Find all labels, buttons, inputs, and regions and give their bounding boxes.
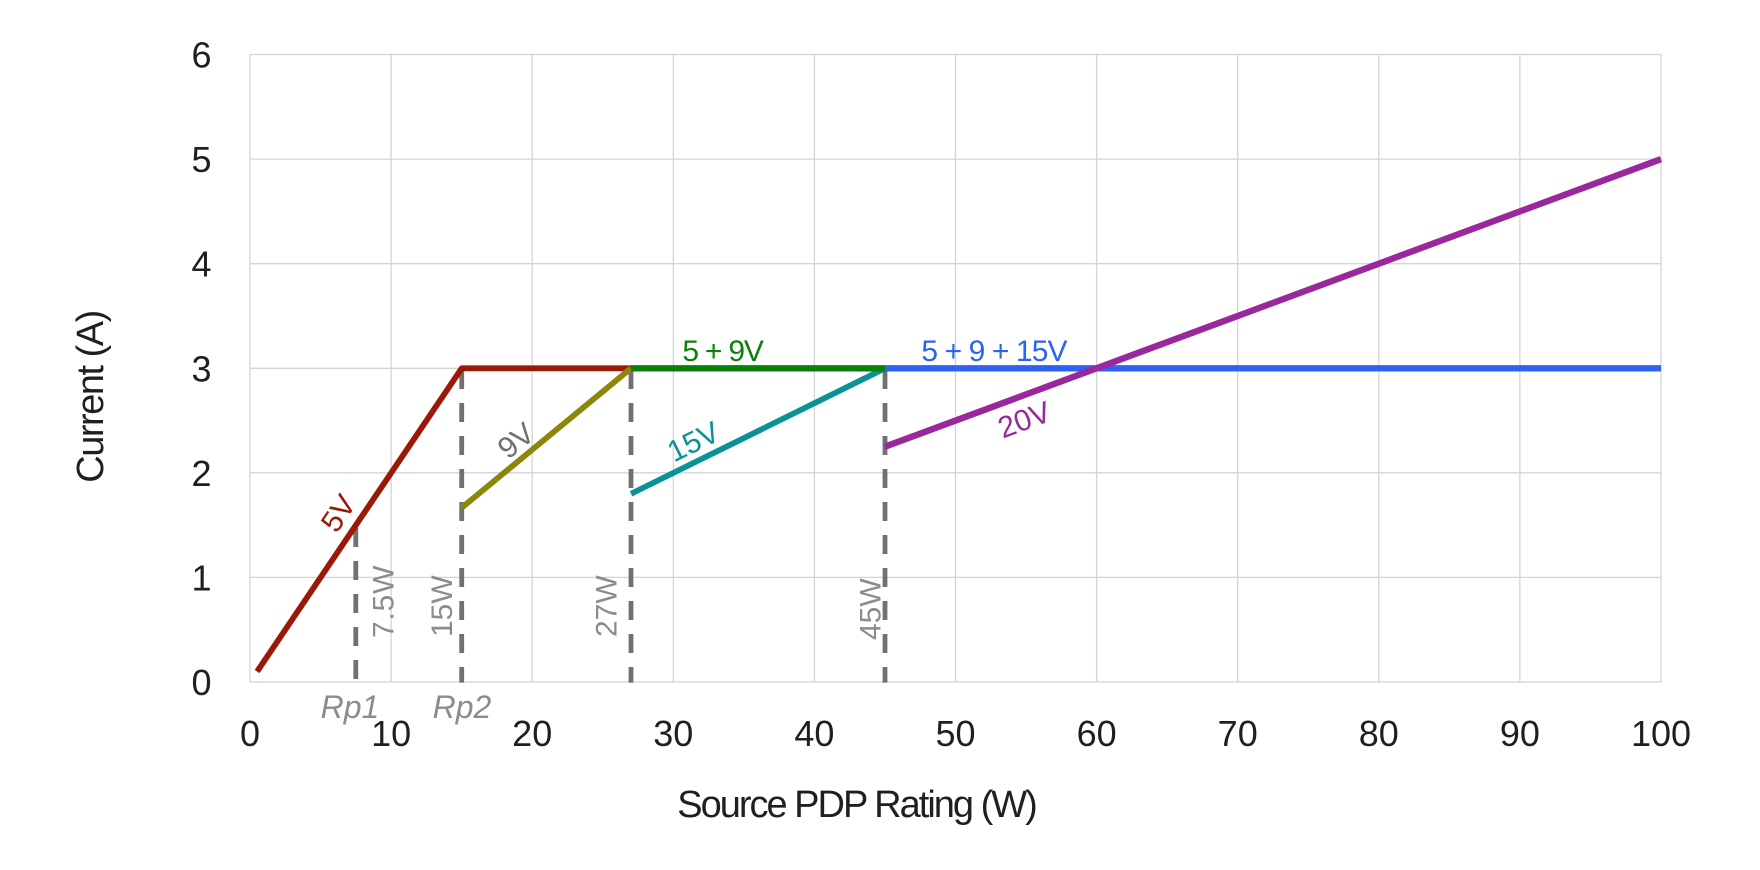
svg-text:9V: 9V: [492, 417, 541, 466]
svg-text:7.5W: 7.5W: [368, 565, 401, 638]
svg-text:Rp2: Rp2: [433, 689, 492, 725]
svg-text:10: 10: [371, 713, 411, 754]
svg-text:1: 1: [191, 557, 211, 598]
svg-text:30: 30: [653, 713, 693, 754]
svg-text:Current (A): Current (A): [70, 311, 112, 482]
svg-text:60: 60: [1077, 713, 1117, 754]
svg-text:Source PDP Rating (W): Source PDP Rating (W): [677, 784, 1036, 826]
svg-text:20: 20: [512, 713, 552, 754]
svg-text:40: 40: [794, 713, 834, 754]
svg-text:45W: 45W: [855, 578, 888, 640]
svg-text:Rp1: Rp1: [321, 689, 380, 725]
svg-text:0: 0: [191, 662, 211, 703]
svg-text:15W: 15W: [426, 575, 459, 637]
svg-text:3: 3: [191, 348, 211, 389]
svg-text:50: 50: [935, 713, 975, 754]
svg-text:4: 4: [191, 244, 211, 285]
svg-text:70: 70: [1218, 713, 1258, 754]
svg-text:80: 80: [1359, 713, 1399, 754]
svg-text:5: 5: [191, 139, 211, 180]
svg-text:5 + 9V: 5 + 9V: [682, 335, 764, 368]
svg-text:100: 100: [1631, 713, 1691, 754]
svg-text:2: 2: [191, 453, 211, 494]
svg-text:6: 6: [191, 35, 211, 76]
svg-text:27W: 27W: [591, 575, 624, 637]
svg-text:5 + 9 + 15V: 5 + 9 + 15V: [921, 335, 1067, 368]
svg-text:0: 0: [240, 713, 260, 754]
svg-text:90: 90: [1500, 713, 1540, 754]
